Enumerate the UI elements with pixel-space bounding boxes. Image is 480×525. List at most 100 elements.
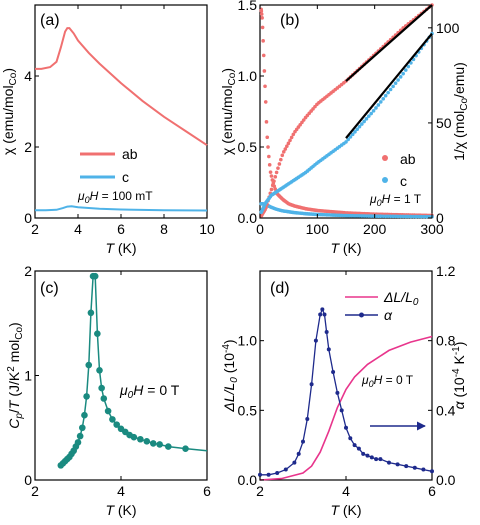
x-tick-label: 2 <box>256 483 264 499</box>
alpha-data-point <box>320 307 325 312</box>
y-tick-label: 0.5 <box>238 139 258 155</box>
alpha-data-point <box>404 464 409 469</box>
alpha-data-point <box>313 338 318 343</box>
data-point-c-left <box>388 214 393 219</box>
y2-tick-label: 0.4 <box>436 402 456 418</box>
data-point-ab-right <box>288 138 292 143</box>
y-tick-label: 0.0 <box>238 210 258 226</box>
data-point-c-right <box>353 130 357 134</box>
cp-data-point <box>81 411 88 419</box>
data-point-ab-left <box>266 145 270 149</box>
y-axis-label: Cp/T (J/K2 molCo) <box>6 322 25 428</box>
data-point-ab-left <box>262 69 267 73</box>
y2-tick-label: 50 <box>436 115 452 131</box>
data-point-ab-left <box>261 39 265 43</box>
y-tick-label: 0.5 <box>238 402 258 418</box>
data-point-ab-right <box>273 175 278 179</box>
data-point-ab-right <box>281 150 286 154</box>
cp-data-point <box>113 421 120 428</box>
data-point-ab-right <box>286 141 291 146</box>
alpha-data-point <box>365 453 370 458</box>
data-point-ab-left <box>263 84 267 89</box>
legend-marker-alpha <box>359 312 364 318</box>
data-point-c-right <box>346 137 351 142</box>
data-point-ab-right <box>283 147 288 151</box>
cp-data-point <box>104 407 112 415</box>
field-annotation: μ0H = 0 T <box>119 382 180 401</box>
y-tick-label: 1 <box>24 368 32 384</box>
data-point-ab-right <box>276 166 280 170</box>
panel-label: (d) <box>270 280 290 297</box>
legend-marker-ab <box>382 155 388 161</box>
y-tick-label: 1.0 <box>238 333 258 349</box>
x-tick-label: 6 <box>203 483 211 499</box>
alpha-data-point <box>296 451 301 456</box>
cp-data-point <box>98 384 105 392</box>
alpha-data-point <box>292 460 297 465</box>
legend-label-alpha: α <box>384 307 393 323</box>
panel-d: 2 4 60.00.51.00.00.40.81.2T (K)(d)ΔL/L0 (1… <box>221 263 467 518</box>
cp-data-point <box>130 433 138 441</box>
data-point-ab-right <box>279 157 283 162</box>
data-point-c-right <box>348 135 353 139</box>
y-tick-label: 2 <box>24 263 32 279</box>
alpha-data-point <box>339 408 344 413</box>
x-tick-label: 4 <box>117 483 125 499</box>
y2-tick-label: 0.0 <box>436 472 456 488</box>
alpha-data-point <box>374 457 379 462</box>
data-point-ab-left <box>261 53 266 58</box>
data-point-c-left <box>391 214 395 219</box>
cp-data-point <box>87 309 95 317</box>
alpha-data-point <box>326 347 331 352</box>
cp-data-point <box>91 272 99 280</box>
data-point-ab-left <box>263 100 268 104</box>
plot-frame <box>259 4 433 219</box>
data-point-c-right <box>391 84 395 89</box>
data-point-c-left <box>406 214 411 219</box>
alpha-data-point <box>361 451 366 456</box>
legend-marker-c <box>382 177 388 183</box>
y-tick-label: 1.0 <box>238 68 258 84</box>
data-point-c-left <box>393 214 398 219</box>
alpha-data-point <box>322 312 327 317</box>
field-annotation: μ0H = 0 T <box>361 373 414 389</box>
x-tick-label: 10 <box>199 221 215 237</box>
x-tick-label: 100 <box>306 221 330 237</box>
data-point-ab-left <box>264 120 269 124</box>
data-point-c-right <box>378 100 383 104</box>
panel-label: (a) <box>40 12 60 29</box>
data-point-c-right <box>398 75 403 79</box>
legend-label-dl: ΔL/L0 <box>383 289 419 308</box>
cp-data-point <box>85 361 93 369</box>
alpha-data-point <box>387 460 391 465</box>
alpha-data-point <box>275 471 280 476</box>
x-tick-label: 4 <box>74 221 82 237</box>
data-point-c-left <box>414 214 418 219</box>
data-point-c-right <box>376 103 381 107</box>
cp-data-point <box>94 330 101 338</box>
data-point-ab-left <box>260 16 264 20</box>
y-tick-label: 0 <box>24 472 32 488</box>
cp-data-point <box>96 366 103 374</box>
y-axis-label: ΔL/L0 (10-4) <box>221 339 240 412</box>
data-point-c-left <box>411 214 416 219</box>
y2-axis-label: 1/χ (molCo/emu) <box>451 62 470 161</box>
cp-data-point <box>83 393 90 400</box>
plot-frame <box>34 4 208 219</box>
data-point-ab-left <box>268 170 273 174</box>
data-point-ab-right <box>277 162 282 166</box>
data-point-c-left <box>398 214 403 219</box>
data-point-ab-right <box>272 179 276 183</box>
data-point-c-right <box>360 122 364 126</box>
alpha-data-point <box>309 382 314 387</box>
cp-data-point <box>165 443 172 450</box>
data-point-ab-right <box>285 144 289 149</box>
data-point-c-right <box>357 124 362 129</box>
data-point-ab-right <box>291 132 296 137</box>
alpha-data-point <box>344 425 348 430</box>
data-point-ab-right <box>274 170 279 175</box>
data-point-c-left <box>396 214 400 219</box>
y-tick-label: 0 <box>24 210 32 226</box>
y2-tick-label: 1.2 <box>436 263 456 279</box>
